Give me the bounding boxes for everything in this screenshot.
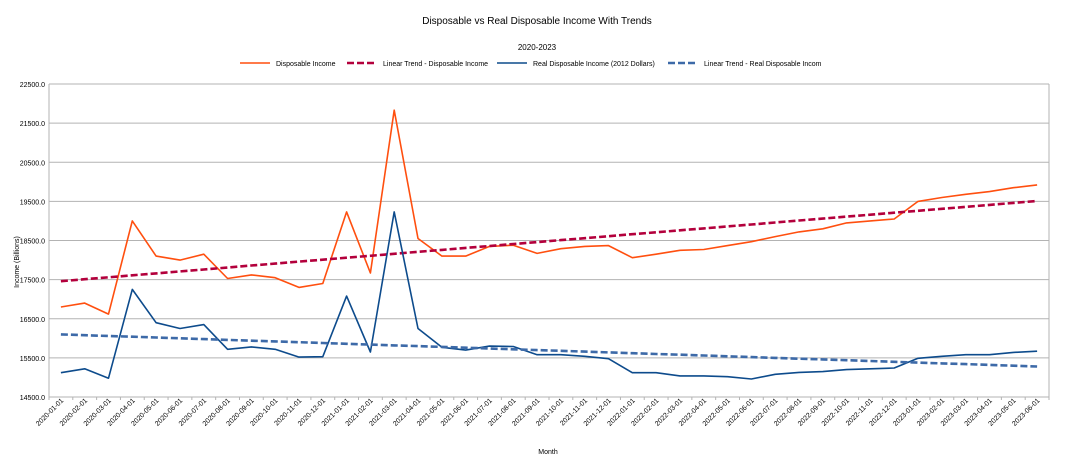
series-line-1 <box>60 109 1038 315</box>
legend-label-2: Linear Trend - Disposable Income <box>383 61 488 68</box>
y-tick-label: 16500.0 <box>20 317 45 324</box>
plot-area <box>60 109 1038 380</box>
series-line-4 <box>60 333 1038 368</box>
x-axis-label: Month <box>538 449 558 456</box>
y-tick-label: 21500.0 <box>20 121 45 128</box>
legend: Disposable Income Linear Trend - Disposab… <box>240 61 822 68</box>
series-line-3 <box>60 211 1038 380</box>
y-axis: 14500.0 15500.0 16500.0 17500.0 18500.0 19500… <box>20 82 45 402</box>
legend-label-1: Disposable Income <box>276 61 336 68</box>
legend-label-3: Real Disposable Income (2012 Dollars) <box>533 61 655 68</box>
chart-subtitle: 2020-2023 <box>518 43 557 52</box>
y-tick-label: 14500.0 <box>20 395 45 402</box>
series-line-2 <box>60 199 1038 283</box>
y-tick-label: 19500.0 <box>20 199 45 206</box>
y-axis-label: Income (Billions) <box>14 236 21 288</box>
y-tick-label: 18500.0 <box>20 239 45 246</box>
y-tick-label: 17500.0 <box>20 278 45 285</box>
grid-lines <box>48 83 1050 398</box>
x-axis: 2020-01-012020-02-012020-03-012020-04-01… <box>35 397 1050 428</box>
y-tick-label: 22500.0 <box>20 82 45 89</box>
y-tick-label: 15500.0 <box>20 356 45 363</box>
chart-title: Disposable vs Real Disposable Income Wit… <box>422 16 652 27</box>
legend-label-4: Linear Trend - Real Disposable Incom <box>704 61 822 68</box>
y-tick-label: 20500.0 <box>20 160 45 167</box>
